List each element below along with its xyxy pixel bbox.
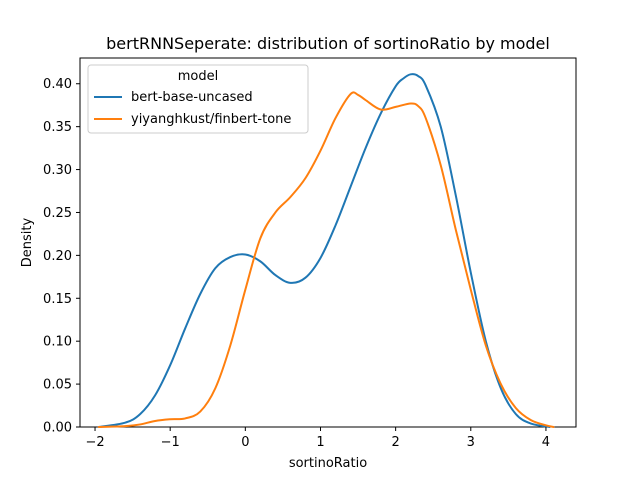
x-tick-label: 1 <box>316 435 324 450</box>
series-line-1 <box>97 91 555 428</box>
chart-title: bertRNNSeperate: distribution of sortino… <box>106 34 550 53</box>
x-tick-label: −2 <box>85 435 104 450</box>
legend-box <box>87 64 309 134</box>
y-tick-label: 0.20 <box>43 249 72 264</box>
x-tick-label: −1 <box>161 435 180 450</box>
x-tick-label: 2 <box>391 435 399 450</box>
plot-frame <box>79 57 577 428</box>
legend-label-bert-base-uncased: bert-base-uncased <box>131 90 253 105</box>
x-tick-label: 4 <box>542 435 550 450</box>
y-tick-label: 0.05 <box>43 378 72 393</box>
series-line-0 <box>97 73 551 428</box>
y-tick-label: 0.40 <box>43 77 72 92</box>
y-tick-label: 0.25 <box>43 206 72 221</box>
x-tick-label: 0 <box>241 435 249 450</box>
y-tick-label: 0.35 <box>43 120 72 135</box>
x-tick-label: 3 <box>467 435 475 450</box>
y-axis-label: Density <box>20 217 35 267</box>
y-tick-label: 0.00 <box>43 421 72 436</box>
y-tick-label: 0.15 <box>43 292 72 307</box>
series-layer <box>97 73 555 428</box>
y-tick-label: 0.30 <box>43 163 72 178</box>
legend: model bert-base-uncased yiyanghkust/finb… <box>87 64 309 134</box>
x-axis-label: sortinoRatio <box>289 456 367 471</box>
legend-label-finbert-tone: yiyanghkust/finbert-tone <box>131 112 291 127</box>
legend-title: model <box>178 69 218 84</box>
y-axis: 0.00 0.05 0.10 0.15 0.20 0.25 0.30 0.35 0.40 <box>43 77 80 436</box>
y-tick-label: 0.10 <box>43 335 72 350</box>
x-axis: −2 −1 0 1 2 3 4 <box>85 427 550 450</box>
plot-area: −2 −1 0 1 2 3 4 0.000.050.100.150.200.250.300.… <box>43 57 577 450</box>
